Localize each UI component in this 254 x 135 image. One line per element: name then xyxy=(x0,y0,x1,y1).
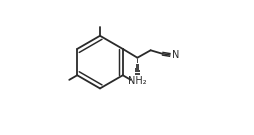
Text: NH₂: NH₂ xyxy=(128,76,147,86)
Text: N: N xyxy=(172,50,180,60)
